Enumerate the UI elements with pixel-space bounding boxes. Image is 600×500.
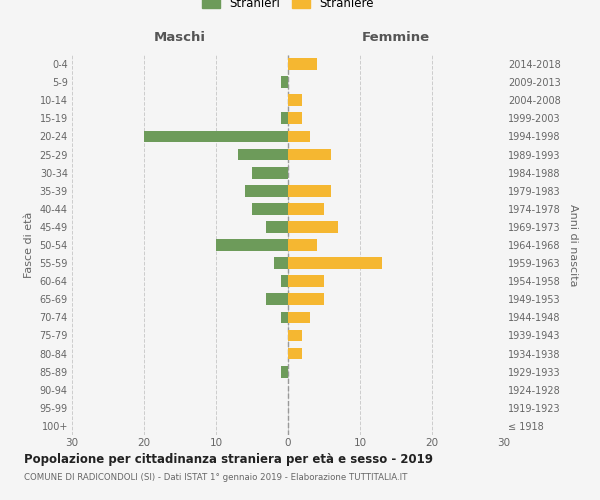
Bar: [288, 276, 324, 287]
Bar: [288, 221, 338, 233]
Bar: [266, 294, 288, 305]
Bar: [216, 239, 288, 251]
Bar: [281, 276, 288, 287]
Bar: [288, 94, 302, 106]
Bar: [281, 112, 288, 124]
Bar: [144, 130, 288, 142]
Y-axis label: Fasce di età: Fasce di età: [24, 212, 34, 278]
Bar: [252, 203, 288, 214]
Text: Femmine: Femmine: [362, 31, 430, 44]
Bar: [288, 58, 317, 70]
Bar: [281, 76, 288, 88]
Text: Maschi: Maschi: [154, 31, 206, 44]
Bar: [281, 366, 288, 378]
Bar: [281, 312, 288, 324]
Bar: [266, 221, 288, 233]
Bar: [288, 257, 382, 269]
Bar: [288, 130, 310, 142]
Bar: [288, 148, 331, 160]
Text: Popolazione per cittadinanza straniera per età e sesso - 2019: Popolazione per cittadinanza straniera p…: [24, 452, 433, 466]
Bar: [288, 185, 331, 196]
Bar: [238, 148, 288, 160]
Y-axis label: Anni di nascita: Anni di nascita: [568, 204, 578, 286]
Bar: [288, 312, 310, 324]
Bar: [245, 185, 288, 196]
Legend: Stranieri, Straniere: Stranieri, Straniere: [197, 0, 379, 15]
Bar: [288, 239, 317, 251]
Bar: [288, 294, 324, 305]
Bar: [288, 348, 302, 360]
Bar: [288, 203, 324, 214]
Bar: [288, 330, 302, 342]
Bar: [288, 112, 302, 124]
Bar: [274, 257, 288, 269]
Text: COMUNE DI RADICONDOLI (SI) - Dati ISTAT 1° gennaio 2019 - Elaborazione TUTTITALI: COMUNE DI RADICONDOLI (SI) - Dati ISTAT …: [24, 472, 407, 482]
Bar: [252, 166, 288, 178]
